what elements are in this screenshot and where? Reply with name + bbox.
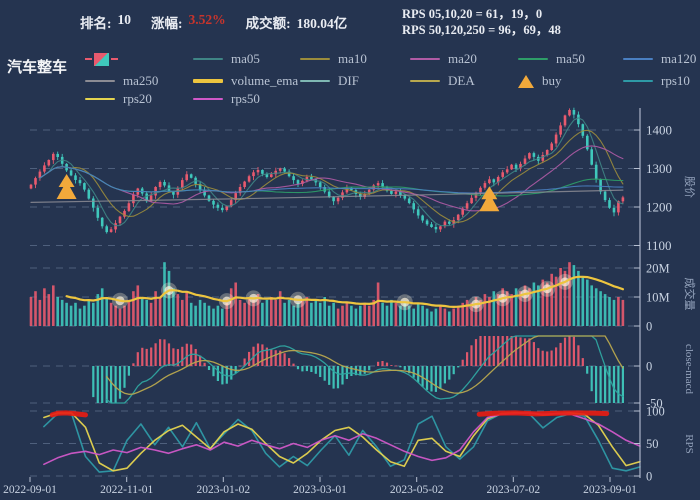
legend-line-dif xyxy=(300,80,330,82)
legend-label-rps10: rps10 xyxy=(661,73,690,88)
axis-title-volume: 成交量 xyxy=(683,278,697,311)
legend-label-ma250: ma250 xyxy=(123,73,159,88)
x-tick-label: 2023-05-02 xyxy=(390,484,444,496)
legend-line-dea xyxy=(410,80,440,82)
legend-label-dea: DEA xyxy=(448,73,475,88)
x-tick-label: 2022-11-01 xyxy=(100,484,153,496)
y-tick-label: 0 xyxy=(646,320,652,334)
legend-item-ma20: ma20 xyxy=(410,51,477,67)
y-tick-label: 10M xyxy=(646,291,670,305)
y-tick-label: 1400 xyxy=(646,123,672,138)
rps-summary: RPS 05,10,20 = 61，19，0 RPS 50,120,250 = … xyxy=(402,6,561,38)
legend: ma05 ma10 ma20 ma50 ma120 ma250 volume_ema DIF D… xyxy=(0,0,700,115)
x-tick-label: 2023-09-01 xyxy=(583,484,637,496)
legend-item-buy: buy xyxy=(518,73,562,89)
legend-item-volume_ema: volume_ema xyxy=(193,73,298,89)
legend-item-dif: DIF xyxy=(300,73,359,89)
candle-icon xyxy=(85,52,118,66)
legend-line-ma20 xyxy=(410,58,440,60)
legend-item-rps50: rps50 xyxy=(193,91,260,107)
legend-line-rps20 xyxy=(85,98,115,100)
legend-item-dea: DEA xyxy=(410,73,475,89)
turnover-value: 180.04亿 xyxy=(296,16,348,31)
y-tick-label: 1100 xyxy=(646,238,672,253)
y-tick-label: 100 xyxy=(646,405,665,419)
y-tick-label: 50 xyxy=(646,437,659,451)
legend-item-ma250: ma250 xyxy=(85,73,158,89)
axis-title-macd: close-macd xyxy=(683,344,695,395)
change-label: 涨幅: xyxy=(151,16,183,31)
legend-label-rps20: rps20 xyxy=(123,91,152,106)
header-stats: 排名: 10 涨幅: 3.52% 成交额: 180.04亿 xyxy=(80,12,347,32)
axis-title-rps: RPS xyxy=(683,434,695,454)
sector-title: 汽车整车 xyxy=(7,60,68,76)
legend-label-volume_ema: volume_ema xyxy=(231,73,299,88)
legend-line-ma05 xyxy=(193,58,223,60)
legend-item-ma05: ma05 xyxy=(193,51,260,67)
rank-label: 排名: xyxy=(80,16,112,31)
legend-line-ma250 xyxy=(85,80,115,82)
rank-value: 10 xyxy=(117,12,132,27)
x-tick-label: 2023-07-02 xyxy=(486,484,540,496)
buy-markers xyxy=(56,173,500,212)
legend-item-candle xyxy=(85,51,118,67)
legend-item-ma50: ma50 xyxy=(518,51,585,67)
y-tick-label: 1300 xyxy=(646,161,672,176)
legend-label-ma10: ma10 xyxy=(338,51,367,66)
legend-label-ma20: ma20 xyxy=(448,51,477,66)
legend-item-rps10: rps10 xyxy=(623,73,690,89)
buy-triangle-icon xyxy=(518,74,534,88)
x-tick-label: 2022-09-01 xyxy=(3,484,57,496)
legend-item-rps20: rps20 xyxy=(85,91,152,107)
legend-line-rps50 xyxy=(193,98,223,100)
legend-label-dif: DIF xyxy=(338,73,359,88)
macd-histogram xyxy=(92,336,624,403)
legend-line-ma120 xyxy=(623,58,653,60)
y-tick-label: 1200 xyxy=(646,200,672,215)
rps-summary-line-2: RPS 50,120,250 = 96，69，48 xyxy=(402,23,561,37)
turnover-label: 成交额: xyxy=(245,16,291,31)
legend-label-ma50: ma50 xyxy=(556,51,585,66)
legend-line-ma10 xyxy=(300,58,330,60)
y-tick-label: 0 xyxy=(646,470,652,484)
rps-summary-line-1: RPS 05,10,20 = 61，19，0 xyxy=(402,7,543,21)
turnover-stat: 成交额: 180.04亿 xyxy=(246,12,348,32)
legend-line-rps10 xyxy=(623,80,653,82)
legend-label-ma120: ma120 xyxy=(661,51,697,66)
y-tick-label: 0 xyxy=(646,360,652,374)
axis-title-price: 股价 xyxy=(683,176,696,198)
rps-highlight xyxy=(49,410,610,418)
y-tick-label: 20M xyxy=(646,262,670,276)
x-tick-label: 2023-01-02 xyxy=(196,484,250,496)
volume-bars xyxy=(29,262,625,326)
legend-label-rps50: rps50 xyxy=(231,91,260,106)
legend-item-ma120: ma120 xyxy=(623,51,696,67)
rank-stat: 排名: 10 xyxy=(80,12,131,32)
legend-label-buy: buy xyxy=(542,73,562,88)
candles xyxy=(29,107,625,234)
y-tick-label: -50 xyxy=(646,397,663,411)
x-tick-label: 2023-03-01 xyxy=(293,484,347,496)
change-value: 3.52% xyxy=(188,12,226,27)
change-stat: 涨幅: 3.52% xyxy=(151,12,226,32)
legend-label-ma05: ma05 xyxy=(231,51,260,66)
legend-line-volume_ema xyxy=(193,79,223,83)
legend-line-ma50 xyxy=(518,58,548,60)
legend-item-ma10: ma10 xyxy=(300,51,367,67)
